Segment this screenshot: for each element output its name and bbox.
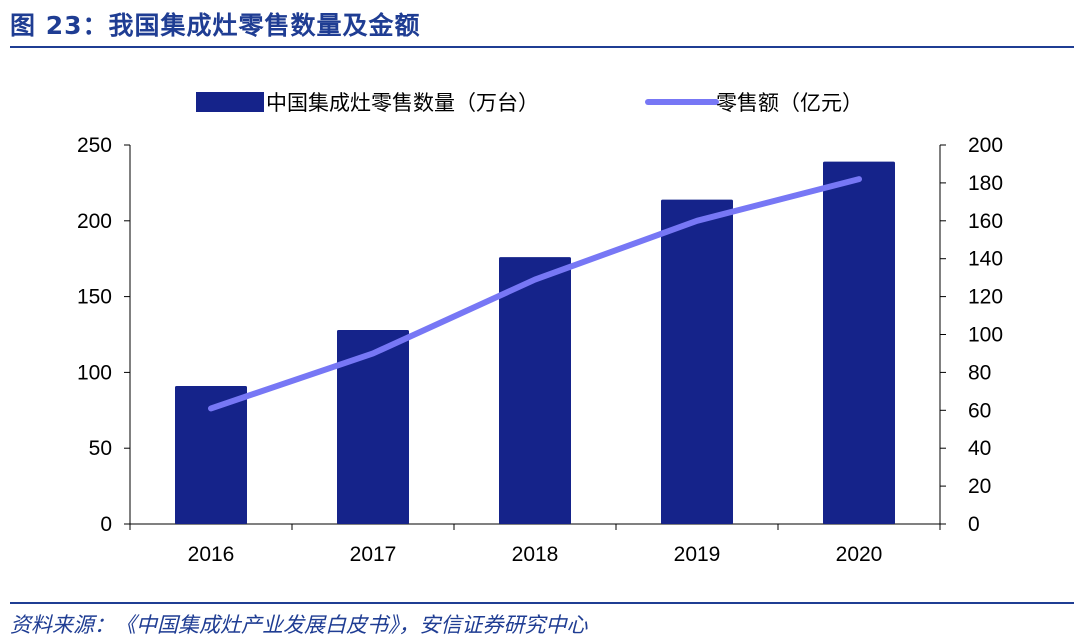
right-tick-label: 20 <box>968 475 991 498</box>
source-divider <box>10 602 1074 604</box>
x-tick-label-2020: 2020 <box>836 543 883 566</box>
right-tick-label: 200 <box>968 134 1003 157</box>
bar-2018 <box>499 257 571 524</box>
left-tick-label: 50 <box>89 437 112 460</box>
left-tick-label: 250 <box>77 134 112 157</box>
bar-2020 <box>823 161 895 524</box>
plot-area: 0 50 100 150 200 250 0 20 40 60 80 100 120 140 160 180 2… <box>77 134 1003 566</box>
chart: 中国集成灶零售数量（万台） 零售额（亿元） 0 50 100 150 200 250 0 20… <box>77 91 1003 566</box>
right-tick-label: 120 <box>968 286 1003 309</box>
right-tick-label: 60 <box>968 399 991 422</box>
legend-bar-label: 中国集成灶零售数量（万台） <box>266 91 539 115</box>
right-tick-label: 140 <box>968 248 1003 271</box>
figure-title: 图 23：我国集成灶零售数量及金额 <box>10 11 421 40</box>
left-tick-label: 200 <box>77 210 112 233</box>
legend-bar-swatch <box>196 92 264 112</box>
left-tick-label: 150 <box>77 286 112 309</box>
right-tick-label: 40 <box>968 437 991 460</box>
bar-2019 <box>661 199 733 525</box>
bar-2017 <box>337 329 409 524</box>
right-tick-label: 180 <box>968 172 1003 195</box>
left-tick-label: 0 <box>100 513 112 536</box>
bar-2016 <box>175 386 247 524</box>
left-tick-label: 100 <box>77 361 112 384</box>
right-tick-label: 100 <box>968 324 1003 347</box>
title-divider <box>10 46 1074 48</box>
source-note: 资料来源：《中国集成灶产业发展白皮书》，安信证券研究中心 <box>10 613 588 637</box>
x-tick-label-2017: 2017 <box>350 543 397 566</box>
legend-line-label: 零售额（亿元） <box>716 91 863 115</box>
legend: 中国集成灶零售数量（万台） 零售额（亿元） <box>196 91 863 115</box>
right-tick-label: 0 <box>968 513 980 536</box>
x-tick-label-2016: 2016 <box>188 543 235 566</box>
x-tick-label-2019: 2019 <box>674 543 721 566</box>
right-tick-label: 160 <box>968 210 1003 233</box>
right-tick-label: 80 <box>968 361 991 384</box>
x-tick-label-2018: 2018 <box>512 543 559 566</box>
